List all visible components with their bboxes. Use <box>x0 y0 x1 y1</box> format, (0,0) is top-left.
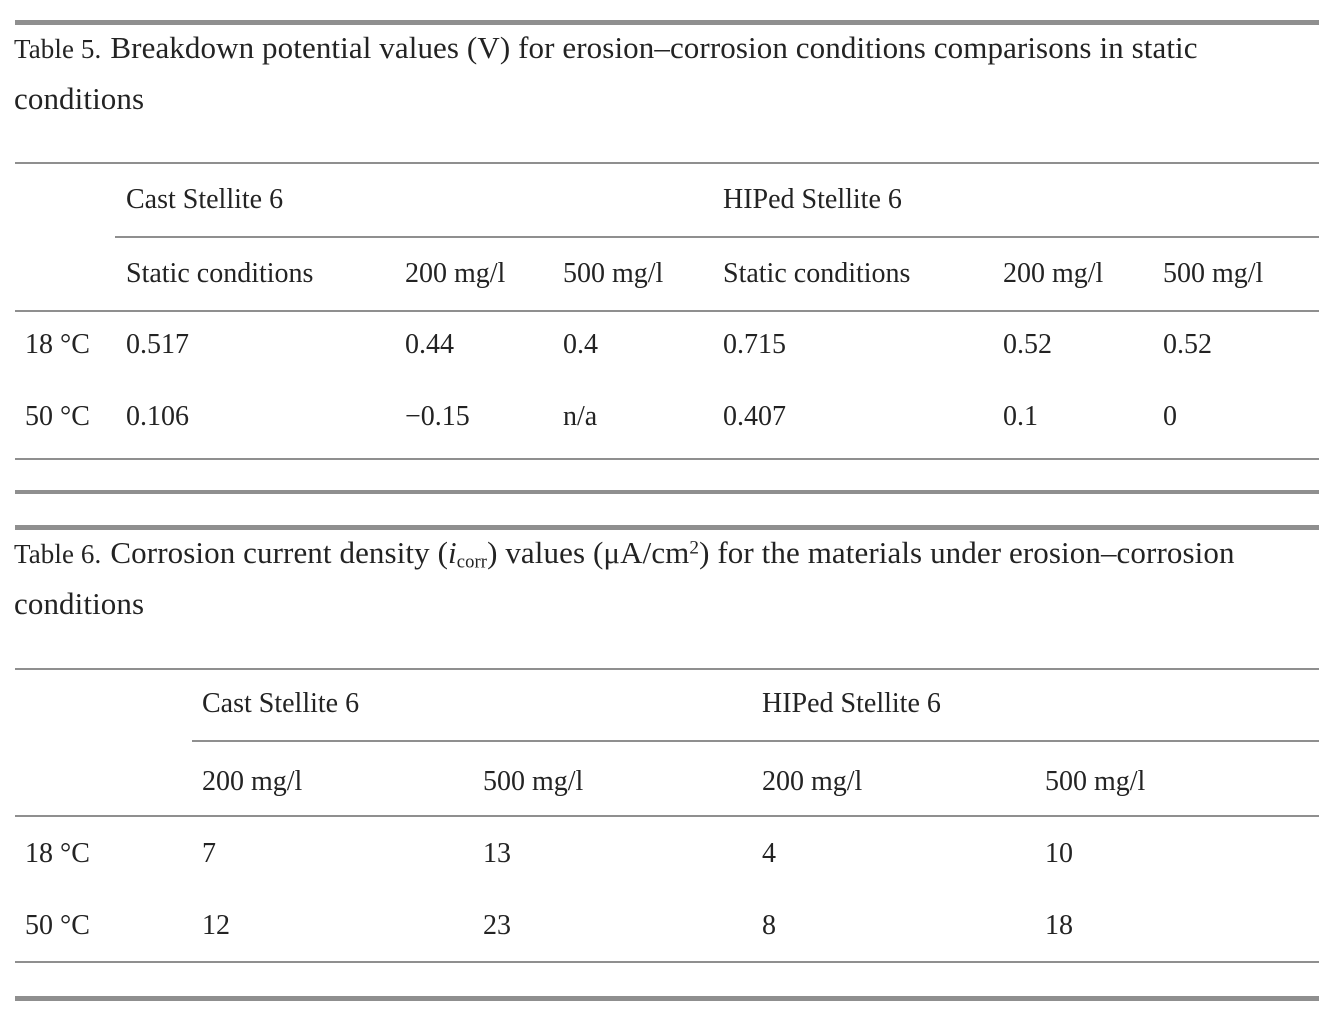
table6-caption-part2: ) values (μA/cm <box>487 535 690 570</box>
table5-caption-label: Table 5. <box>14 34 102 64</box>
table6-header-rule <box>15 668 1319 670</box>
table6-cell: 7 <box>202 838 216 869</box>
table6-group-header-hiped: HIPed Stellite 6 <box>762 688 941 719</box>
table6-row-label: 18 °C <box>25 838 90 869</box>
table5-body-rule <box>15 310 1319 312</box>
table6-cell: 13 <box>483 838 511 869</box>
table5-row-label: 18 °C <box>25 329 90 360</box>
table5-caption-text: Breakdown potential values (V) for erosi… <box>14 30 1198 116</box>
table5-cell: 0.1 <box>1003 401 1038 432</box>
table5-closing-rule <box>15 458 1319 460</box>
table5-end-bar <box>15 490 1319 494</box>
table6-caption-symbol: i <box>448 535 457 570</box>
table5-cell: 0 <box>1163 401 1177 432</box>
table6-group-rule <box>192 740 1319 742</box>
table5-cell: 0.517 <box>126 329 189 360</box>
table5-cell: 0.106 <box>126 401 189 432</box>
table6-cell: 23 <box>483 910 511 941</box>
table6-column-header: 500 mg/l <box>483 766 584 797</box>
table6-end-bar <box>15 996 1319 1001</box>
table5-column-header: 200 mg/l <box>1003 258 1104 289</box>
table5-group-header-hiped: HIPed Stellite 6 <box>723 184 902 215</box>
table6-body-rule <box>15 815 1319 817</box>
table6-caption-sup: 2 <box>689 537 700 559</box>
table6-column-header: 200 mg/l <box>762 766 863 797</box>
table5-row-label: 50 °C <box>25 401 90 432</box>
table6-row-label: 50 °C <box>25 910 90 941</box>
table6-top-bar <box>15 525 1319 530</box>
table5-cell: 0.52 <box>1003 329 1052 360</box>
table5-group-rule <box>115 236 1319 238</box>
table5-column-header: Static conditions <box>126 258 314 289</box>
table5-column-header: 500 mg/l <box>563 258 664 289</box>
table5-cell: 0.715 <box>723 329 786 360</box>
table5-cell: −0.15 <box>405 401 470 432</box>
table6-group-header-cast: Cast Stellite 6 <box>202 688 360 719</box>
table5-column-header: 200 mg/l <box>405 258 506 289</box>
table5-cell: 0.407 <box>723 401 786 432</box>
table5-column-header: Static conditions <box>723 258 911 289</box>
table6-caption-label: Table 6. <box>14 539 102 569</box>
table5-top-bar <box>15 20 1319 25</box>
table6-caption-part1: Corrosion current density ( <box>110 535 448 570</box>
table6-column-header: 500 mg/l <box>1045 766 1146 797</box>
table6-cell: 4 <box>762 838 776 869</box>
table6-closing-rule <box>15 961 1319 963</box>
table6-caption-part3: ) for the materials under erosion–corros… <box>14 535 1235 621</box>
table5-column-header: 500 mg/l <box>1163 258 1264 289</box>
table6-cell: 18 <box>1045 910 1073 941</box>
table6-cell: 8 <box>762 910 776 941</box>
table5-cell: 0.4 <box>563 329 598 360</box>
table6-cell: 10 <box>1045 838 1073 869</box>
table6-cell: 12 <box>202 910 230 941</box>
table5-cell: 0.44 <box>405 329 454 360</box>
table5-cell: 0.52 <box>1163 329 1212 360</box>
table6-caption: Table 6. Corrosion current density (icorr… <box>14 528 1324 629</box>
table5-header-rule <box>15 162 1319 164</box>
table6-column-header: 200 mg/l <box>202 766 303 797</box>
table5-caption: Table 5. Breakdown potential values (V) f… <box>14 23 1324 124</box>
table5-cell: n/a <box>563 401 598 432</box>
table5-group-header-cast: Cast Stellite 6 <box>126 184 284 215</box>
table6-caption-symbol-sub: corr <box>456 551 488 573</box>
